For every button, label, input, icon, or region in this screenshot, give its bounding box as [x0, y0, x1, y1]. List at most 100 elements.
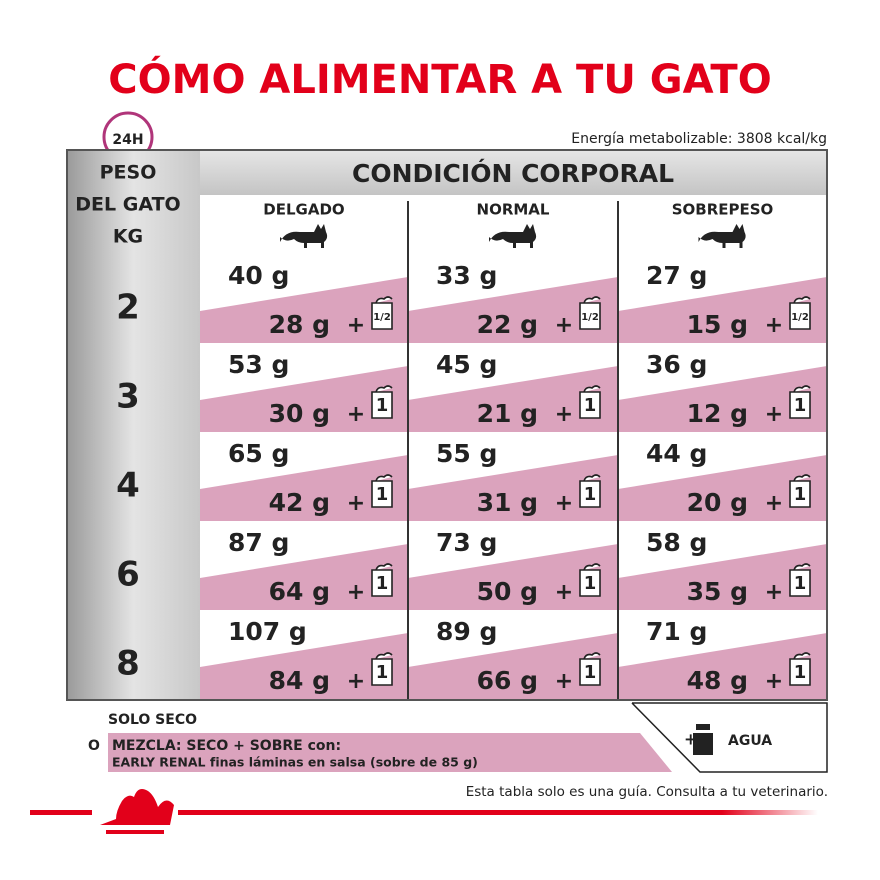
mix-band [618, 544, 827, 611]
mix-band [200, 366, 408, 433]
legend-mix-title: MEZCLA: SECO + SOBRE con: [112, 738, 341, 754]
plus-sign: + [347, 491, 365, 516]
mix-amount: 64 g [269, 577, 330, 606]
mix-amount: 84 g [269, 666, 330, 695]
pouch-amount: 1/2 [373, 312, 391, 323]
pouch-icon [579, 296, 601, 330]
dry-amount: 65 g [228, 439, 289, 468]
dry-amount: 53 g [228, 350, 289, 379]
dry-amount: 73 g [436, 528, 497, 557]
badge: 24H [112, 132, 143, 148]
mix-amount: 31 g [477, 488, 538, 517]
pouch-icon [579, 474, 601, 508]
mix-band [200, 455, 408, 522]
mix-amount: 48 g [687, 666, 748, 695]
feeding-table: CONDICIÓN CORPORAL PESO DEL GATO KG DELGADO N… [30, 149, 828, 834]
pouch-icon [789, 474, 811, 508]
legend-mix-band [108, 733, 672, 772]
cat-icon [280, 224, 328, 248]
pouch-amount: 1 [584, 395, 597, 416]
mix-amount: 30 g [269, 399, 330, 428]
table-border [66, 149, 828, 701]
pouch-amount: 1 [794, 484, 807, 505]
mix-band [618, 633, 827, 700]
energy: Energía metabolizable: 3808 kcal/kg [571, 131, 827, 147]
mix-amount: 50 g [477, 577, 538, 606]
pouch-amount: 1 [376, 395, 389, 416]
plus-sign: + [347, 313, 365, 338]
pouch-icon [371, 385, 393, 419]
plus-sign: + [347, 669, 365, 694]
weight-label: PESO [100, 162, 157, 184]
plus-sign: + [765, 313, 783, 338]
mix-amount: 42 g [269, 488, 330, 517]
cat-icon [698, 224, 746, 248]
pouch-amount: 1 [584, 573, 597, 594]
footer-line-right [178, 810, 818, 815]
pouch-amount: 1 [376, 573, 389, 594]
dry-amount: 55 g [436, 439, 497, 468]
dry-amount: 45 g [436, 350, 497, 379]
pouch-amount: 1 [584, 484, 597, 505]
mix-amount: 21 g [477, 399, 538, 428]
dry-amount: 36 g [646, 350, 707, 379]
dry-amount: 40 g [228, 261, 289, 290]
mix-band [408, 544, 618, 611]
pouch-amount: 1 [794, 573, 807, 594]
weight-label: DEL GATO [75, 194, 180, 216]
condition-label: CONDICIÓN CORPORAL [352, 158, 674, 188]
condition-header [200, 150, 827, 195]
mix-amount: 66 g [477, 666, 538, 695]
column-label: DELGADO [263, 201, 344, 219]
pouch-icon [579, 563, 601, 597]
plus-sign: + [347, 580, 365, 605]
column-label: NORMAL [477, 201, 550, 219]
mix-amount: 12 g [687, 399, 748, 428]
plus-sign: + [555, 580, 573, 605]
mix-band [200, 277, 408, 344]
dry-amount: 89 g [436, 617, 497, 646]
pouch-amount: 1 [584, 662, 597, 683]
footer-note: Esta tabla solo es una guía. Consulta a … [466, 784, 828, 800]
mix-band [618, 277, 827, 344]
pouch-amount: 1/2 [791, 312, 809, 323]
pouch-icon [579, 652, 601, 686]
footer-line-left [30, 810, 92, 815]
mix-amount: 35 g [687, 577, 748, 606]
title: CÓMO ALIMENTAR A TU GATO [108, 55, 771, 103]
water-box [631, 702, 828, 773]
plus-sign: + [555, 402, 573, 427]
mix-band [200, 544, 408, 611]
mix-band [408, 633, 618, 700]
pouch-amount: 1 [376, 484, 389, 505]
weight-value: 8 [116, 644, 140, 684]
weight-value: 4 [116, 466, 140, 506]
legend-or: O [88, 738, 100, 754]
pouch-icon [579, 385, 601, 419]
legend-mix-detail: EARLY RENAL finas láminas en salsa (sobr… [112, 755, 478, 770]
pouch-icon [371, 563, 393, 597]
cat-icon [489, 224, 537, 248]
column-label: SOBREPESO [672, 201, 774, 219]
pouch-icon [789, 296, 811, 330]
pouch-amount: 1 [794, 395, 807, 416]
plus-sign: + [765, 491, 783, 516]
plus-sign: + [555, 313, 573, 338]
mix-band [408, 277, 618, 344]
mix-band [618, 455, 827, 522]
water-icon [693, 724, 713, 755]
mix-amount: 28 g [269, 310, 330, 339]
plus-sign: + [555, 491, 573, 516]
dry-amount: 33 g [436, 261, 497, 290]
water-label: AGUA [728, 733, 772, 749]
pouch-amount: 1 [376, 662, 389, 683]
pouch-icon [371, 474, 393, 508]
dry-amount: 27 g [646, 261, 707, 290]
pouch-icon [789, 652, 811, 686]
weight-label: KG [113, 226, 143, 248]
dry-amount: 44 g [646, 439, 707, 468]
plus-sign: + [765, 402, 783, 427]
brand-crown [100, 789, 174, 834]
plus-sign: + [555, 669, 573, 694]
